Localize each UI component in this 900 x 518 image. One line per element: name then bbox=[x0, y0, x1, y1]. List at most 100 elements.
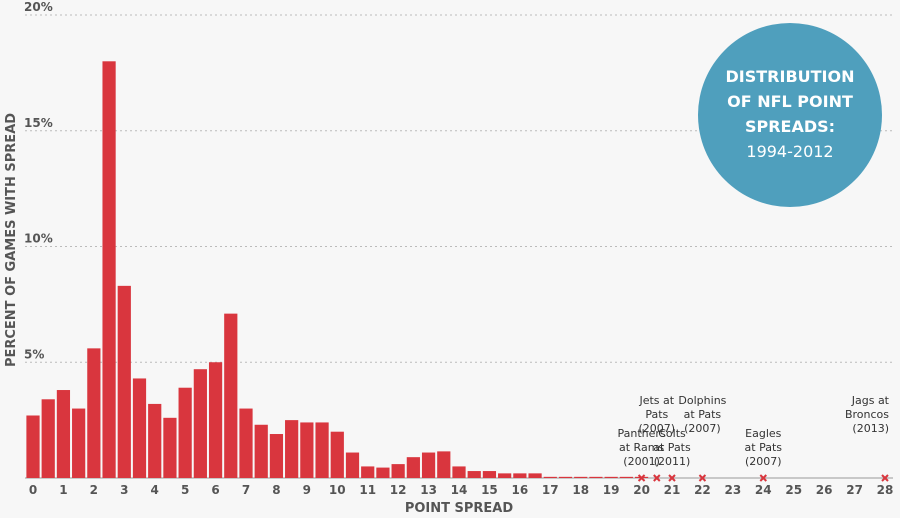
x-tick-label: 15 bbox=[481, 483, 498, 497]
bar bbox=[254, 424, 268, 478]
x-tick-label: 22 bbox=[694, 483, 711, 497]
annotation-label: Panthers bbox=[617, 427, 665, 440]
bar bbox=[376, 467, 390, 478]
bar bbox=[330, 431, 344, 478]
x-tick-label: 23 bbox=[725, 483, 742, 497]
bar bbox=[604, 476, 618, 478]
annotation-label: at Pats bbox=[745, 441, 783, 454]
annotation-label: at Pats bbox=[653, 441, 691, 454]
x-tick-label: 1 bbox=[59, 483, 67, 497]
x-tick-label: 21 bbox=[664, 483, 681, 497]
bar bbox=[421, 452, 436, 478]
x-tick-label: 25 bbox=[785, 483, 802, 497]
annotation-marker bbox=[881, 474, 889, 482]
bar bbox=[285, 420, 299, 478]
x-tick-label: 27 bbox=[846, 483, 863, 497]
bar bbox=[345, 452, 360, 478]
x-tick-label: 14 bbox=[451, 483, 468, 497]
annotation-marker bbox=[698, 474, 707, 482]
bar bbox=[26, 415, 40, 478]
x-tick-label: 18 bbox=[572, 483, 589, 497]
y-tick-label: 15% bbox=[24, 116, 53, 130]
annotation-label: (2007) bbox=[745, 455, 782, 468]
x-tick-label: 2 bbox=[90, 483, 98, 497]
annotation-label: Dolphins bbox=[678, 394, 726, 407]
bar bbox=[224, 313, 238, 478]
bar bbox=[163, 417, 177, 478]
bar bbox=[574, 476, 588, 478]
annotation-label: Jags at bbox=[851, 394, 890, 407]
x-tick-label: 28 bbox=[877, 483, 894, 497]
bar bbox=[300, 422, 314, 478]
bar bbox=[148, 403, 162, 478]
bar bbox=[482, 471, 497, 478]
bar bbox=[513, 473, 527, 478]
annotation-label: (2001) bbox=[623, 455, 660, 468]
bar bbox=[72, 408, 86, 478]
bar bbox=[56, 390, 71, 478]
x-tick-label: 10 bbox=[329, 483, 346, 497]
annotation-label: Colts bbox=[658, 427, 686, 440]
bar bbox=[41, 399, 55, 478]
x-tick-label: 7 bbox=[242, 483, 250, 497]
annotation-label: Jets at bbox=[638, 394, 674, 407]
x-tick-label: 26 bbox=[816, 483, 833, 497]
annotation-label: Eagles bbox=[745, 427, 781, 440]
x-tick-label: 19 bbox=[603, 483, 620, 497]
bar bbox=[558, 476, 573, 478]
bar bbox=[239, 408, 253, 478]
bar bbox=[87, 348, 101, 478]
annotation-label: at Rams bbox=[619, 441, 664, 454]
x-tick-label: 20 bbox=[633, 483, 650, 497]
annotation-label: (2007) bbox=[638, 422, 675, 435]
x-tick-label: 5 bbox=[181, 483, 189, 497]
x-tick-label: 3 bbox=[120, 483, 128, 497]
bar bbox=[102, 61, 116, 479]
bar bbox=[178, 387, 192, 478]
x-axis-title: POINT SPREAD bbox=[405, 501, 514, 516]
bar bbox=[528, 473, 542, 478]
x-tick-label: 9 bbox=[303, 483, 311, 497]
annotation-label: at Pats bbox=[684, 408, 722, 421]
bar bbox=[391, 464, 405, 478]
y-tick-label: 10% bbox=[24, 232, 53, 246]
bar bbox=[193, 369, 207, 478]
annotation-label: Pats bbox=[645, 408, 668, 421]
bar bbox=[437, 451, 451, 478]
x-tick-label: 17 bbox=[542, 483, 559, 497]
bar bbox=[117, 285, 131, 478]
x-tick-label: 13 bbox=[420, 483, 437, 497]
bar bbox=[498, 473, 512, 478]
y-tick-label: 20% bbox=[24, 0, 53, 14]
annotation-label: (2011) bbox=[654, 455, 691, 468]
bar bbox=[269, 434, 284, 478]
bar bbox=[452, 466, 466, 478]
annotation-marker bbox=[759, 474, 767, 482]
bar bbox=[361, 466, 375, 478]
x-tick-label: 4 bbox=[151, 483, 159, 497]
x-tick-label: 0 bbox=[29, 483, 37, 497]
annotation-marker bbox=[637, 474, 646, 482]
annotation-label: Broncos bbox=[845, 408, 889, 421]
title-circle bbox=[698, 23, 882, 207]
x-tick-label: 6 bbox=[211, 483, 219, 497]
bar bbox=[589, 476, 603, 478]
y-tick-label: 5% bbox=[24, 347, 44, 361]
bar bbox=[132, 378, 147, 478]
annotation-marker bbox=[653, 474, 661, 482]
x-tick-label: 16 bbox=[512, 483, 529, 497]
bar bbox=[208, 362, 223, 478]
chart-title-line: DISTRIBUTION bbox=[726, 67, 855, 86]
bar bbox=[315, 422, 329, 478]
y-axis-title: PERCENT OF GAMES WITH SPREAD bbox=[4, 113, 19, 367]
bar bbox=[406, 457, 420, 478]
x-tick-label: 24 bbox=[755, 483, 772, 497]
bar bbox=[467, 471, 481, 478]
x-tick-label: 11 bbox=[359, 483, 376, 497]
annotation-label: (2007) bbox=[684, 422, 721, 435]
bar bbox=[619, 476, 633, 478]
x-tick-label: 12 bbox=[390, 483, 407, 497]
chart-title-line: SPREADS: bbox=[745, 117, 835, 136]
annotation-marker bbox=[668, 474, 676, 482]
